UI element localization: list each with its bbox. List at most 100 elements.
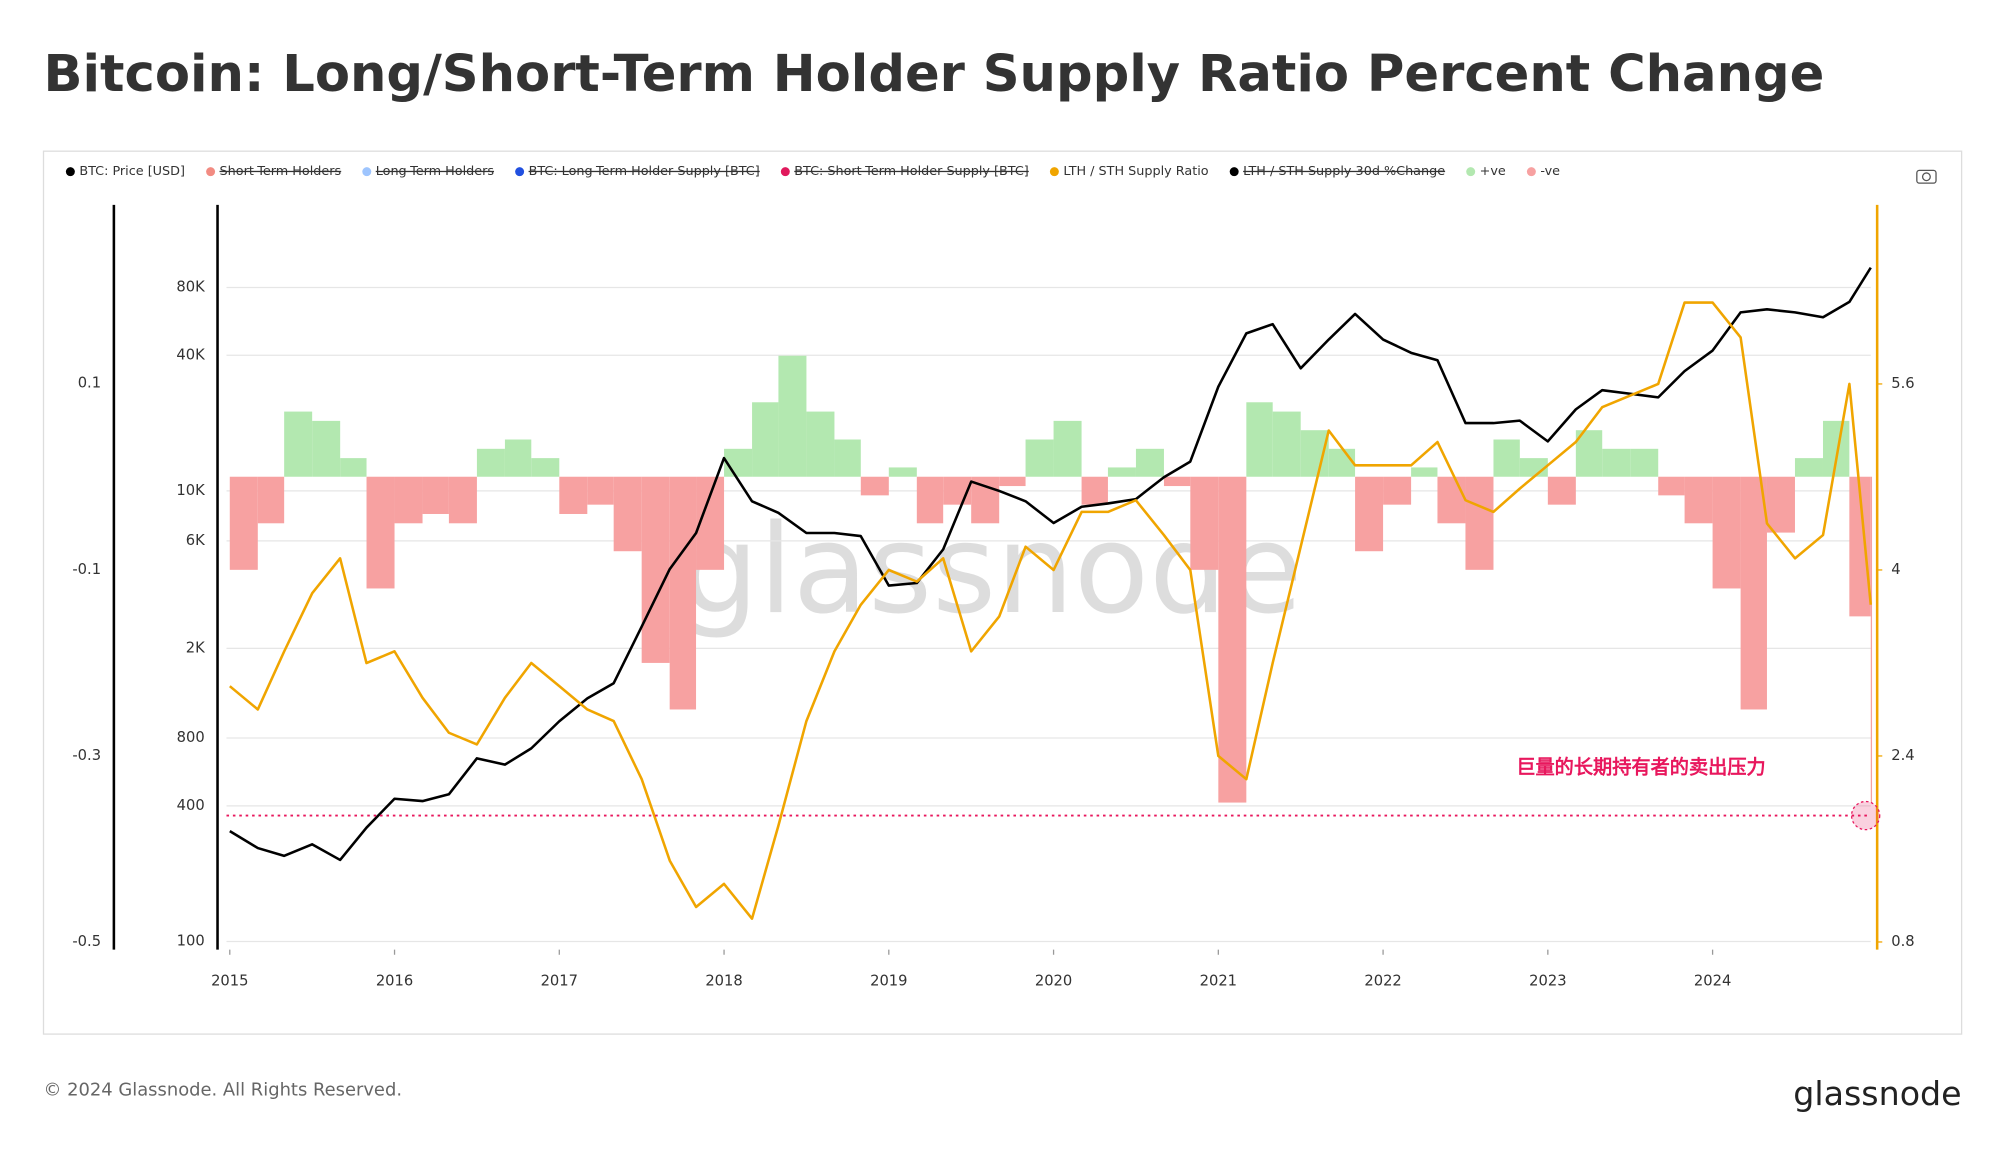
camera-body [1916,169,1937,184]
legend-label[interactable]: LTH / STH Supply 30d %Change [1243,164,1445,179]
legend-marker [1049,167,1059,177]
y-tick-label: -0.5 [72,933,101,950]
pct-bar [1411,467,1438,477]
pct-bar [587,476,614,505]
pct-bar [1493,439,1520,477]
legend-label[interactable]: Long-Term Holders [376,164,495,179]
pct-bar [1630,448,1659,477]
pct-bar [1602,448,1631,477]
price-tick-label: 6K [186,532,205,549]
x-tick-label: 2020 [1035,973,1072,990]
pct-bar [971,476,1000,524]
pct-bar [806,411,835,477]
series-line [228,301,1873,920]
grid [226,286,1883,955]
annotation-text: 巨量的长期持有者的卖出压力 [1516,755,1765,778]
y-tick-label: -0.1 [72,561,101,578]
pct-bar [1218,476,1247,803]
legend-label[interactable]: BTC: Price [USD] [79,164,185,179]
pct-bar [916,476,944,524]
pct-bar [724,448,753,477]
pct-bar [448,476,477,524]
x-tick-label: 2016 [376,973,413,990]
pct-bar [312,420,341,477]
pct-bar [1135,448,1164,477]
pct-bar [394,476,423,524]
price-tick-label: 400 [177,797,205,814]
series-line [229,266,1872,862]
pct-bar [1081,476,1108,505]
chart-title: Bitcoin: Long/Short-Term Holder Supply R… [44,44,1825,104]
legend-marker [362,167,372,177]
pct-bar [1355,476,1384,552]
y-tick-label: 0.1 [78,375,101,392]
y2-tick-label: 0.8 [1891,933,1914,950]
pct-bar [1246,402,1273,477]
pct-bar [340,458,367,477]
x-tick-label: 2015 [211,973,248,990]
y-tick-label: -0.3 [72,747,101,764]
pct-bar [888,467,917,477]
pct-bar [1740,476,1767,710]
pct-bar [1437,476,1466,524]
x-tick-label: 2019 [870,973,907,990]
labels: 2015 2016 2017 2018 2019 2020 2021 2022 2023 2024… [65,164,1915,990]
pct-bar [422,476,449,514]
pct-bar [641,476,670,663]
legend-label[interactable]: LTH / STH Supply Ratio [1063,164,1208,179]
legend-label[interactable]: +ve [1480,164,1506,179]
pct-bar [1300,430,1329,477]
pct-bar [1849,476,1871,617]
legend-marker [780,167,790,177]
pct-bar [531,458,560,477]
price-tick-label: 40K [176,346,205,363]
legend-marker [1229,167,1239,177]
pct-bar [1547,476,1576,505]
pct-bar [229,476,258,570]
price-tick-label: 800 [177,729,205,746]
y2-tick-label: 4 [1891,561,1900,578]
pct-bar [752,402,779,477]
pct-bar [1163,476,1191,487]
x-tick-label: 2024 [1694,973,1731,990]
pct-bar [778,355,807,477]
price-tick-label: 10K [176,482,205,499]
x-tick-label: 2023 [1529,973,1566,990]
legend-marker [1466,167,1476,177]
footer: © 2024 Glassnode. All Rights Reserved. [44,1079,403,1100]
pct-bar [559,476,588,514]
pct-bar [257,476,285,524]
pct-bar [476,448,505,477]
camera-icon[interactable] [1916,169,1937,184]
pct-bar [1684,476,1713,524]
pct-bar [1766,476,1795,533]
x-tick-label: 2021 [1200,973,1237,990]
pct-bar [1025,439,1054,477]
pct-bar [1658,476,1685,496]
pct-bar [1794,458,1823,477]
legend-label[interactable]: BTC: Short-Term Holder Supply [BTC] [794,164,1029,179]
legend-label[interactable]: Short-Term Holders [220,164,342,179]
pct-bar [366,476,395,589]
pct-bar [1190,476,1219,570]
x-tick-label: 2022 [1364,973,1401,990]
annotation-circle [1850,800,1881,831]
chart-frame [42,150,1963,1035]
camera-lens [1921,172,1931,182]
pct-bar [1107,467,1136,477]
pct-bar [1465,476,1494,570]
pct-bar [613,476,642,552]
legend-marker [206,167,216,177]
pct-bar [1053,420,1082,477]
x-tick-label: 2017 [541,973,578,990]
pct-bar [1870,476,1873,803]
price-tick-label: 2K [186,639,205,656]
legend-label[interactable]: BTC: Long-Term Holder Supply [BTC] [529,164,760,179]
x-tick-label: 2018 [705,973,742,990]
legend-label[interactable]: -ve [1540,164,1560,179]
pct-bar [860,476,889,496]
y2-tick-label: 2.4 [1891,747,1914,764]
pct-bar [1822,420,1850,477]
